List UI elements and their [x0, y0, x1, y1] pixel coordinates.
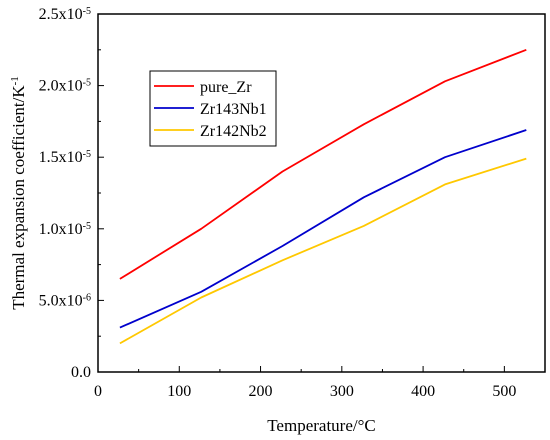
- x-axis-ticks: 0 100 200 300 400 500: [94, 366, 546, 400]
- x-tick-label: 100: [167, 383, 191, 400]
- y-tick-label: 1.0x10-5: [39, 220, 91, 238]
- series-line-pure-zr: [119, 48, 527, 280]
- y-axis-ticks: 0.0 5.0x10-6 1.0x10-5 1.5x10-5 2.0x10-5 2.5x1…: [39, 6, 104, 381]
- y-tick-label: 0.0: [71, 364, 91, 381]
- series-line-zr143nb1: [119, 129, 527, 329]
- x-tick-label: 0: [94, 383, 102, 400]
- y-axis-title: Thermal expansion coefficient/K-1: [9, 76, 28, 310]
- plot-frame: [97, 13, 546, 373]
- y-axis-title-main: Thermal expansion coefficient/K: [9, 85, 28, 310]
- y-tick-label: 2.5x10-5: [39, 6, 91, 24]
- y-tick-label: 5.0x10-6: [39, 292, 91, 310]
- legend-box: [149, 70, 277, 147]
- x-tick-label: 400: [411, 383, 435, 400]
- x-axis-title: Temperature/°C: [267, 416, 376, 435]
- legend-label: Zr142Nb2: [200, 123, 267, 140]
- legend-label: pure_Zr: [200, 79, 252, 96]
- y-tick-label: 2.0x10-5: [39, 77, 91, 95]
- legend: pure_Zr Zr143Nb1 Zr142Nb2: [149, 70, 277, 147]
- x-tick-label: 200: [249, 383, 273, 400]
- y-axis-title-superscript: -1: [9, 76, 21, 85]
- x-tick-label: 300: [330, 383, 354, 400]
- series-layer: [119, 48, 527, 345]
- series-line-zr142nb2: [119, 157, 527, 345]
- x-tick-label: 500: [492, 383, 516, 400]
- legend-label: Zr143Nb1: [200, 101, 267, 118]
- y-tick-label: 1.5x10-5: [39, 149, 91, 167]
